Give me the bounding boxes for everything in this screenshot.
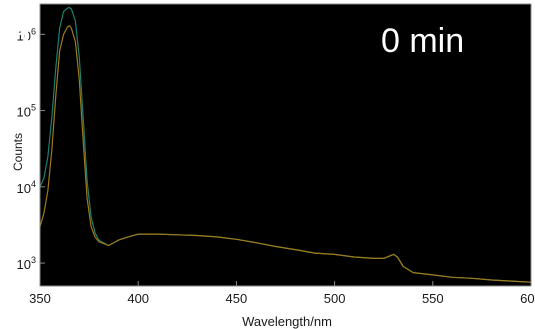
y-tick-label-0: 103 (17, 255, 36, 272)
series-layer (39, 6, 532, 283)
y-tick-label-3: 106 (17, 26, 36, 43)
series-line-2 (39, 25, 532, 283)
x-tick-label-0: 350 (29, 291, 51, 306)
x-tick-label-3: 500 (324, 291, 346, 306)
x-tick-label-2: 450 (226, 291, 248, 306)
x-tick-label-5: 600 (520, 291, 535, 306)
axis-layer: 350 400 450 500 550 600 103 104 105 106 (17, 26, 535, 306)
time-annotation: 0 min (381, 22, 464, 60)
x-tick-label-1: 400 (127, 291, 149, 306)
y-tick-label-2: 105 (17, 103, 36, 120)
y-axis-label: Counts (11, 133, 25, 171)
plot-frame (39, 3, 532, 287)
panel-label: a (9, 10, 32, 54)
x-tick-label-4: 550 (422, 291, 444, 306)
y-tick-label-1: 104 (17, 179, 36, 196)
x-axis-label: Wavelength/nm (242, 314, 332, 329)
